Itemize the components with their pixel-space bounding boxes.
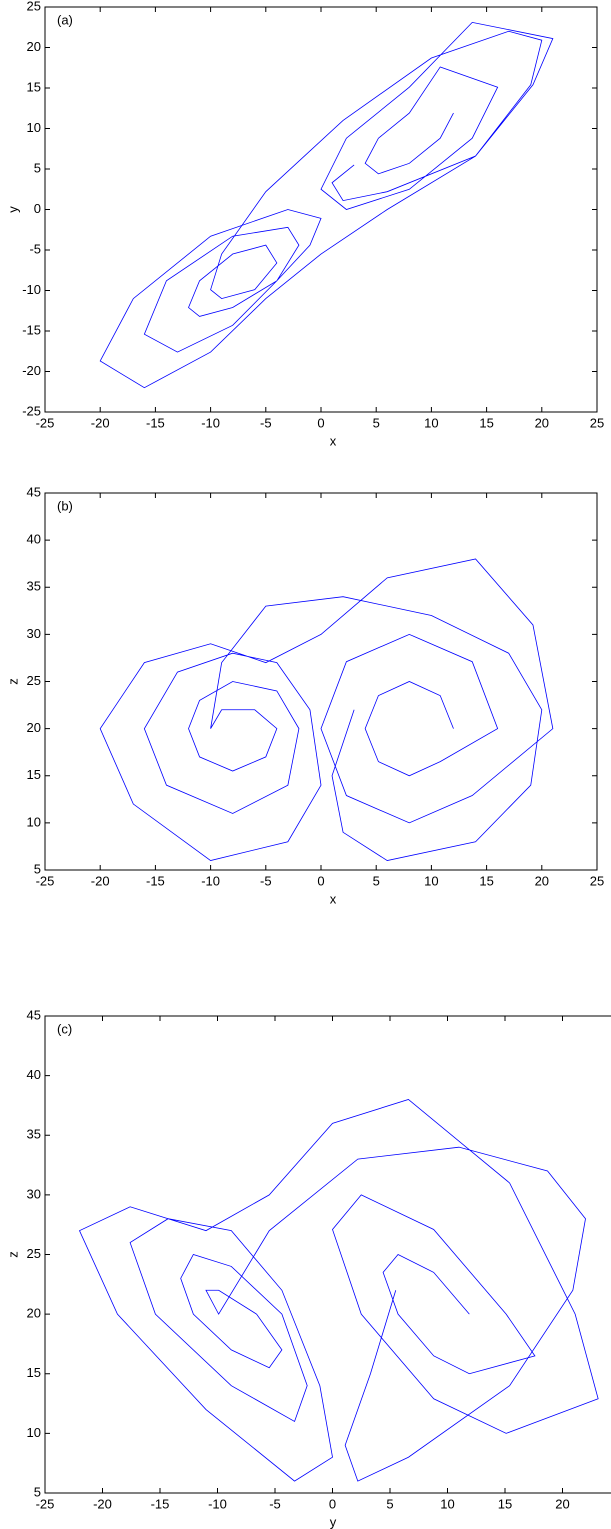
panel-label: (b) (57, 498, 73, 513)
trajectory (99, 21, 554, 389)
y-tick-label: 45 (27, 484, 41, 499)
y-tick-label: 20 (27, 1306, 41, 1321)
x-tick-label: 10 (424, 873, 438, 888)
x-tick-label: -15 (146, 415, 165, 430)
y-tick-label: 5 (34, 861, 41, 876)
y-tick-label: 10 (27, 1425, 41, 1440)
x-tick-label: -20 (91, 415, 110, 430)
plot-frame (44, 492, 598, 871)
x-tick-label: -25 (36, 1496, 55, 1511)
y-tick-label: 15 (27, 1365, 41, 1380)
x-axis-label: y (330, 1514, 337, 1529)
x-tick-label: 5 (386, 1496, 393, 1511)
x-tick-label: -25 (36, 873, 55, 888)
x-tick-label: -10 (201, 873, 220, 888)
y-tick-label: 20 (27, 39, 41, 54)
panel-label: (c) (57, 1021, 72, 1036)
y-tick-label: 30 (27, 626, 41, 641)
y-tick-label: 10 (27, 814, 41, 829)
x-tick-label: 25 (590, 415, 604, 430)
x-tick-label: 20 (535, 873, 549, 888)
y-tick-label: -20 (22, 363, 41, 378)
y-tick-label: 5 (34, 1484, 41, 1499)
trajectory (78, 1099, 599, 1482)
x-tick-label: 10 (424, 415, 438, 430)
x-tick-label: -5 (260, 415, 272, 430)
trajectory (99, 558, 554, 862)
x-tick-label: -15 (151, 1496, 170, 1511)
y-tick-label: 10 (27, 120, 41, 135)
y-tick-label: 25 (27, 1246, 41, 1261)
x-tick-label: 20 (535, 415, 549, 430)
x-tick-label: 0 (329, 1496, 336, 1511)
y-tick-label: 15 (27, 767, 41, 782)
y-tick-label: 15 (27, 79, 41, 94)
plot-frame (44, 1015, 611, 1494)
x-tick-label: -10 (201, 415, 220, 430)
x-tick-label: 5 (373, 415, 380, 430)
x-tick-label: 5 (373, 873, 380, 888)
y-axis-label: z (5, 678, 20, 685)
y-axis-label: y (5, 206, 20, 213)
plot-frame (44, 6, 598, 413)
x-tick-label: -25 (36, 415, 55, 430)
y-tick-label: 35 (27, 579, 41, 594)
panel-label: (a) (57, 12, 73, 27)
x-tick-label: 15 (479, 873, 493, 888)
y-tick-label: 45 (27, 1007, 41, 1022)
x-tick-label: -20 (91, 873, 110, 888)
x-tick-label: -5 (269, 1496, 281, 1511)
y-tick-label: 5 (34, 160, 41, 175)
x-axis-label: x (330, 433, 337, 448)
y-tick-label: 35 (27, 1127, 41, 1142)
x-tick-label: -15 (146, 873, 165, 888)
y-tick-label: 40 (27, 1067, 41, 1082)
y-tick-label: 40 (27, 532, 41, 547)
y-axis-label: z (5, 1251, 20, 1258)
x-axis-label: x (330, 891, 337, 906)
x-tick-label: 20 (555, 1496, 569, 1511)
y-tick-label: 30 (27, 1186, 41, 1201)
y-tick-label: -5 (29, 241, 41, 256)
x-tick-label: 0 (317, 415, 324, 430)
x-tick-label: -5 (260, 873, 272, 888)
x-tick-label: 10 (440, 1496, 454, 1511)
y-tick-label: 25 (27, 0, 41, 13)
y-tick-label: 20 (27, 720, 41, 735)
x-tick-label: 15 (479, 415, 493, 430)
x-tick-label: -20 (93, 1496, 112, 1511)
x-tick-label: 15 (498, 1496, 512, 1511)
y-tick-label: -10 (22, 282, 41, 297)
x-tick-label: 25 (590, 873, 604, 888)
y-tick-label: -15 (22, 322, 41, 337)
y-tick-label: -25 (22, 403, 41, 418)
y-tick-label: 0 (34, 201, 41, 216)
x-tick-label: -10 (208, 1496, 227, 1511)
x-tick-label: 0 (317, 873, 324, 888)
y-tick-label: 25 (27, 673, 41, 688)
